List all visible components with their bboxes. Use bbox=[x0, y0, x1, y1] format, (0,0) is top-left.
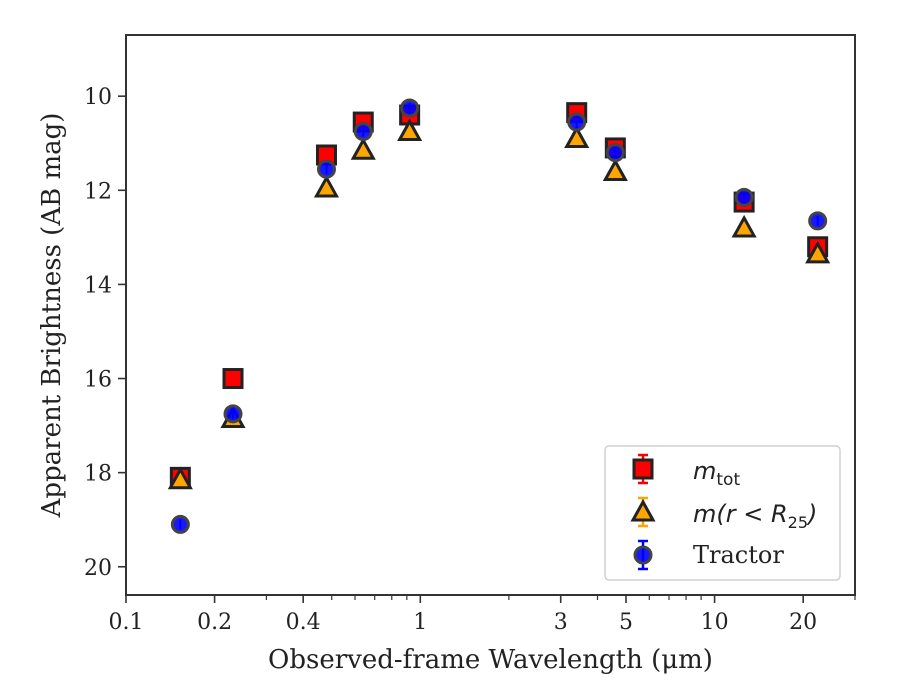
x-tick-label: 10 bbox=[701, 610, 729, 635]
legend-box bbox=[604, 445, 841, 581]
y-tick-label: 18 bbox=[84, 462, 112, 487]
legend-label-mtot: mtot bbox=[693, 457, 740, 490]
legend: mtot m(r < R25) Tractor bbox=[604, 445, 841, 581]
x-tick-label: 5 bbox=[619, 610, 633, 635]
y-tick-label: 10 bbox=[84, 85, 112, 110]
series-triangle bbox=[167, 118, 831, 490]
data-point-square bbox=[222, 368, 244, 390]
x-tick-label: 1 bbox=[413, 610, 427, 635]
data-point-triangle bbox=[602, 158, 628, 181]
y-tick-label: 20 bbox=[84, 556, 112, 581]
data-point-circle bbox=[567, 112, 587, 132]
legend-marker-square bbox=[632, 458, 654, 480]
data-point-triangle bbox=[397, 118, 423, 141]
x-axis-label: Observed-frame Wavelength (μm) bbox=[268, 645, 713, 675]
legend-marker-triangle bbox=[630, 498, 656, 522]
legend-label-tractor: Tractor bbox=[693, 541, 784, 569]
legend-marker-circle bbox=[633, 545, 653, 565]
data-point-triangle bbox=[731, 214, 757, 238]
data-point-circle bbox=[353, 121, 373, 141]
y-tick-label: 16 bbox=[84, 368, 112, 393]
x-tick-label: 20 bbox=[789, 610, 817, 635]
data-point-circle bbox=[605, 143, 625, 163]
data-point-circle bbox=[170, 514, 190, 534]
data-point-circle bbox=[734, 187, 754, 207]
legend-label-mr25-sub: 25 bbox=[788, 513, 808, 532]
data-point-circle bbox=[808, 211, 828, 231]
plot-marks bbox=[167, 98, 831, 534]
x-tick-label: 0.1 bbox=[109, 610, 144, 635]
legend-label-mr25-main: m(r < R bbox=[693, 500, 788, 528]
legend-markers bbox=[630, 453, 656, 571]
legend-label-mtot-sub: tot bbox=[716, 470, 740, 490]
axis-ticks: 0.1 0.2 0.4 1 3 5 10 20 10 12 14 16 18 20 bbox=[84, 85, 856, 635]
x-tick-label: 3 bbox=[554, 610, 568, 635]
data-point-triangle bbox=[350, 137, 376, 160]
plot-area-frame bbox=[125, 34, 856, 596]
series-circle bbox=[170, 98, 828, 534]
data-point-triangle bbox=[564, 125, 590, 149]
legend-label-mr25-tail: ) bbox=[806, 500, 817, 528]
x-tick-label: 0.4 bbox=[286, 610, 321, 635]
data-point-circle bbox=[400, 98, 420, 118]
y-axis-label: Apparent Brightness (AB mag) bbox=[37, 113, 67, 519]
data-point-circle bbox=[316, 159, 336, 179]
y-tick-label: 12 bbox=[84, 179, 112, 204]
legend-label-mr25: m(r < R25) bbox=[693, 500, 817, 532]
data-point-triangle bbox=[805, 240, 831, 264]
data-point-circle bbox=[223, 404, 243, 424]
data-point-triangle bbox=[313, 174, 340, 198]
y-tick-label: 14 bbox=[84, 273, 112, 298]
legend-label-mtot-main: m bbox=[693, 457, 716, 485]
x-tick-label: 0.2 bbox=[197, 610, 232, 635]
data-point-triangle bbox=[167, 466, 193, 490]
